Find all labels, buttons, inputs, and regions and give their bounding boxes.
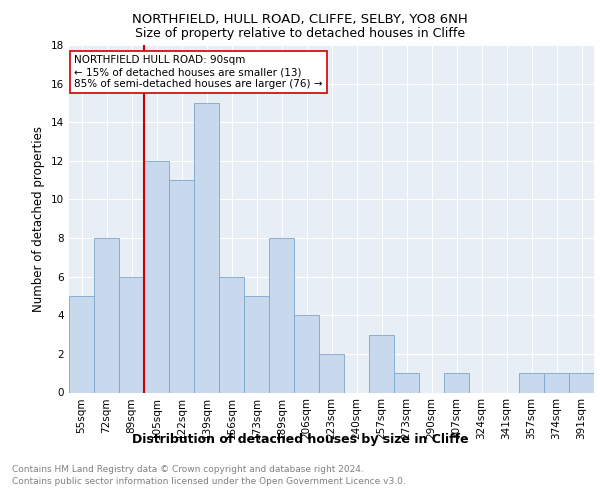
Bar (169, 180, 194, 392)
Text: Contains public sector information licensed under the Open Government Licence v3: Contains public sector information licen… (12, 478, 406, 486)
Bar (319, 354, 344, 393)
Bar (519, 373, 544, 392)
Y-axis label: Number of detached properties: Number of detached properties (32, 126, 46, 312)
Bar (444, 373, 469, 392)
Bar (119, 276, 144, 392)
Bar (94, 238, 119, 392)
Bar (394, 373, 419, 392)
Bar (194, 103, 219, 393)
Bar (69, 296, 94, 392)
Bar (269, 238, 294, 392)
Text: Size of property relative to detached houses in Cliffe: Size of property relative to detached ho… (135, 28, 465, 40)
Bar (369, 334, 394, 392)
Text: NORTHFIELD, HULL ROAD, CLIFFE, SELBY, YO8 6NH: NORTHFIELD, HULL ROAD, CLIFFE, SELBY, YO… (132, 12, 468, 26)
Text: NORTHFIELD HULL ROAD: 90sqm
← 15% of detached houses are smaller (13)
85% of sem: NORTHFIELD HULL ROAD: 90sqm ← 15% of det… (74, 56, 323, 88)
Bar (244, 296, 269, 392)
Bar (144, 161, 169, 392)
Text: Distribution of detached houses by size in Cliffe: Distribution of detached houses by size … (131, 432, 469, 446)
Bar (544, 373, 569, 392)
Bar (569, 373, 594, 392)
Text: Contains HM Land Registry data © Crown copyright and database right 2024.: Contains HM Land Registry data © Crown c… (12, 465, 364, 474)
Bar (219, 276, 244, 392)
Bar (294, 316, 319, 392)
